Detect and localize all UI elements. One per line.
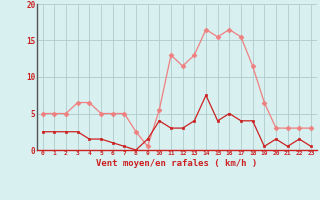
X-axis label: Vent moyen/en rafales ( km/h ): Vent moyen/en rafales ( km/h ) (96, 159, 257, 168)
